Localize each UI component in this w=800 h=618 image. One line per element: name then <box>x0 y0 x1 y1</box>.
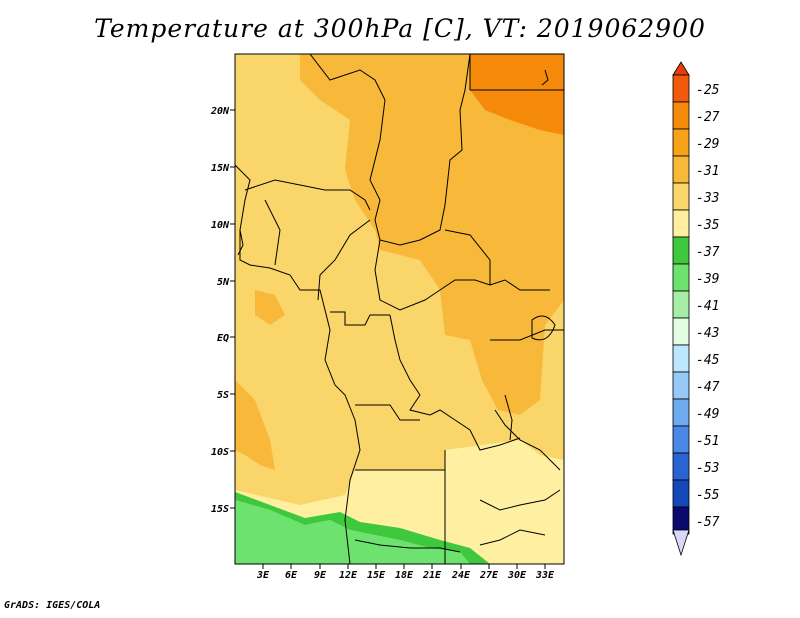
colorbar-label: -47 <box>696 380 720 395</box>
colorbar-swatch <box>672 236 690 265</box>
lat-tick-label: 10S <box>211 447 229 458</box>
colorbar-swatch <box>672 155 690 184</box>
lat-tick-label: EQ <box>217 333 229 344</box>
lon-tick-label: 27E <box>479 570 499 581</box>
band-29-to-27 <box>470 54 564 135</box>
lon-tick-label: 33E <box>535 570 555 581</box>
colorbar-swatch <box>672 452 690 481</box>
colorbar-label: -39 <box>696 272 719 287</box>
colorbar-swatch <box>672 290 690 319</box>
colorbar-swatch <box>672 371 690 400</box>
lat-tick-label: 20N <box>210 106 230 117</box>
colorbar-swatch <box>672 74 690 103</box>
colorbar-label: -29 <box>696 137 719 152</box>
lon-tick-label: 21E <box>422 570 442 581</box>
colorbar-label: -37 <box>696 245 720 260</box>
temperature-field <box>235 54 564 564</box>
longitude-axis: 3E 6E 9E 12E 15E 18E 21E 24E 27E 30E 33E <box>256 564 555 581</box>
lon-tick-label: 30E <box>507 570 527 581</box>
lat-tick-label: 15S <box>211 504 229 515</box>
colorbar-bottom-arrow <box>672 529 690 557</box>
colorbar-swatch <box>672 398 690 427</box>
colorbar-label: -43 <box>696 326 719 341</box>
country-borders <box>235 54 564 564</box>
colorbar-label: -53 <box>696 461 719 476</box>
colorbar-label: -25 <box>696 83 720 98</box>
band-37-to-35 <box>235 492 490 564</box>
lat-tick-label: 5N <box>217 277 230 288</box>
latitude-axis: 20N 15N 10N 5N EQ 5S 10S 15S <box>210 106 235 515</box>
lon-tick-label: 15E <box>367 570 386 581</box>
colorbar-swatch <box>672 182 690 211</box>
colorbar-top-arrow <box>672 61 690 76</box>
colorbar-label: -55 <box>696 488 720 503</box>
colorbar-label: -45 <box>696 353 720 368</box>
lon-tick-label: 12E <box>339 570 358 581</box>
colorbar-label: -49 <box>696 407 719 422</box>
colorbar-label: -31 <box>696 164 719 179</box>
lon-tick-label: 6E <box>285 570 298 581</box>
lon-tick-label: 9E <box>314 570 327 581</box>
colorbar-label: -41 <box>696 299 719 314</box>
lat-tick-label: 10N <box>211 220 230 231</box>
colorbar-labels: -25 -27 -29 -31 -33 -35 -37 -39 -41 -43 … <box>696 83 720 530</box>
lat-tick-label: 5S <box>217 390 229 401</box>
colorbar-swatch <box>672 263 690 292</box>
colorbar-label: -51 <box>696 434 719 449</box>
colorbar-swatch <box>672 128 690 157</box>
colorbar-swatch <box>672 209 690 238</box>
lon-tick-label: 18E <box>395 570 414 581</box>
colorbar-swatch <box>672 317 690 346</box>
lon-tick-label: 24E <box>451 570 471 581</box>
footer-credit: GrADS: IGES/COLA <box>4 600 101 611</box>
colorbar-swatch <box>672 344 690 373</box>
map-title: Temperature at 300hPa [C], VT: 201906290… <box>94 14 706 43</box>
band-31-to-29-west <box>235 380 275 470</box>
colorbar-swatches <box>672 74 690 535</box>
band-31-to-29-west2 <box>255 290 285 325</box>
colorbar-swatch <box>672 101 690 130</box>
colorbar-label: -27 <box>696 110 720 125</box>
colorbar-label: -33 <box>696 191 719 206</box>
lon-tick-label: 3E <box>256 570 270 581</box>
plot-frame <box>234 53 565 565</box>
colorbar-swatch <box>672 425 690 454</box>
colorbar: -25 -27 -29 -31 -33 -35 -37 -39 -41 -43 … <box>672 61 720 557</box>
colorbar-label: -35 <box>696 218 720 233</box>
lat-tick-label: 15N <box>211 163 230 174</box>
colorbar-swatch <box>672 479 690 508</box>
colorbar-label: -57 <box>696 515 720 530</box>
